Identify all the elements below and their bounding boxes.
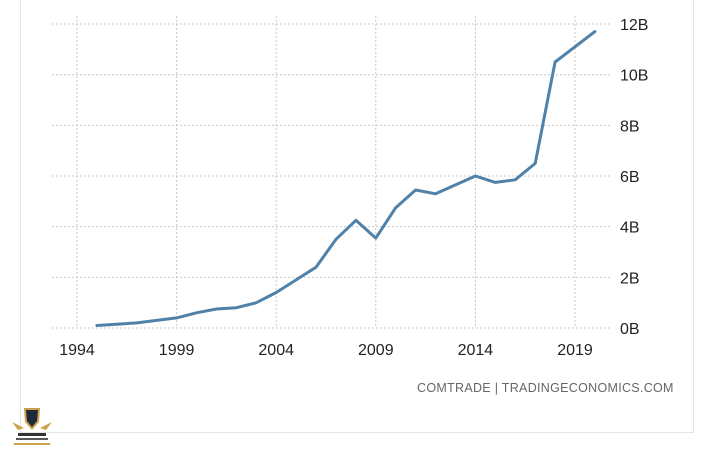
y-tick-label: 6B [620, 169, 640, 186]
x-tick-label: 2014 [458, 342, 494, 359]
series-line [95, 30, 597, 327]
logo [4, 402, 60, 452]
y-tick-label: 10B [620, 68, 648, 85]
y-tick-label: 4B [620, 220, 640, 237]
x-tick-label: 2004 [258, 342, 294, 359]
chart-frame [20, 0, 694, 433]
y-tick-label: 0B [620, 321, 640, 338]
y-tick-label: 12B [620, 17, 648, 34]
shield-logo-icon [12, 408, 52, 445]
y-tick-label: 2B [620, 270, 640, 287]
x-tick-label: 2019 [557, 342, 593, 359]
x-tick-label: 1999 [159, 342, 195, 359]
y-tick-label: 8B [620, 118, 640, 135]
x-tick-label: 1994 [59, 342, 95, 359]
x-tick-label: 2009 [358, 342, 394, 359]
source-label: COMTRADE | TRADINGECONOMICS.COM [417, 381, 674, 395]
